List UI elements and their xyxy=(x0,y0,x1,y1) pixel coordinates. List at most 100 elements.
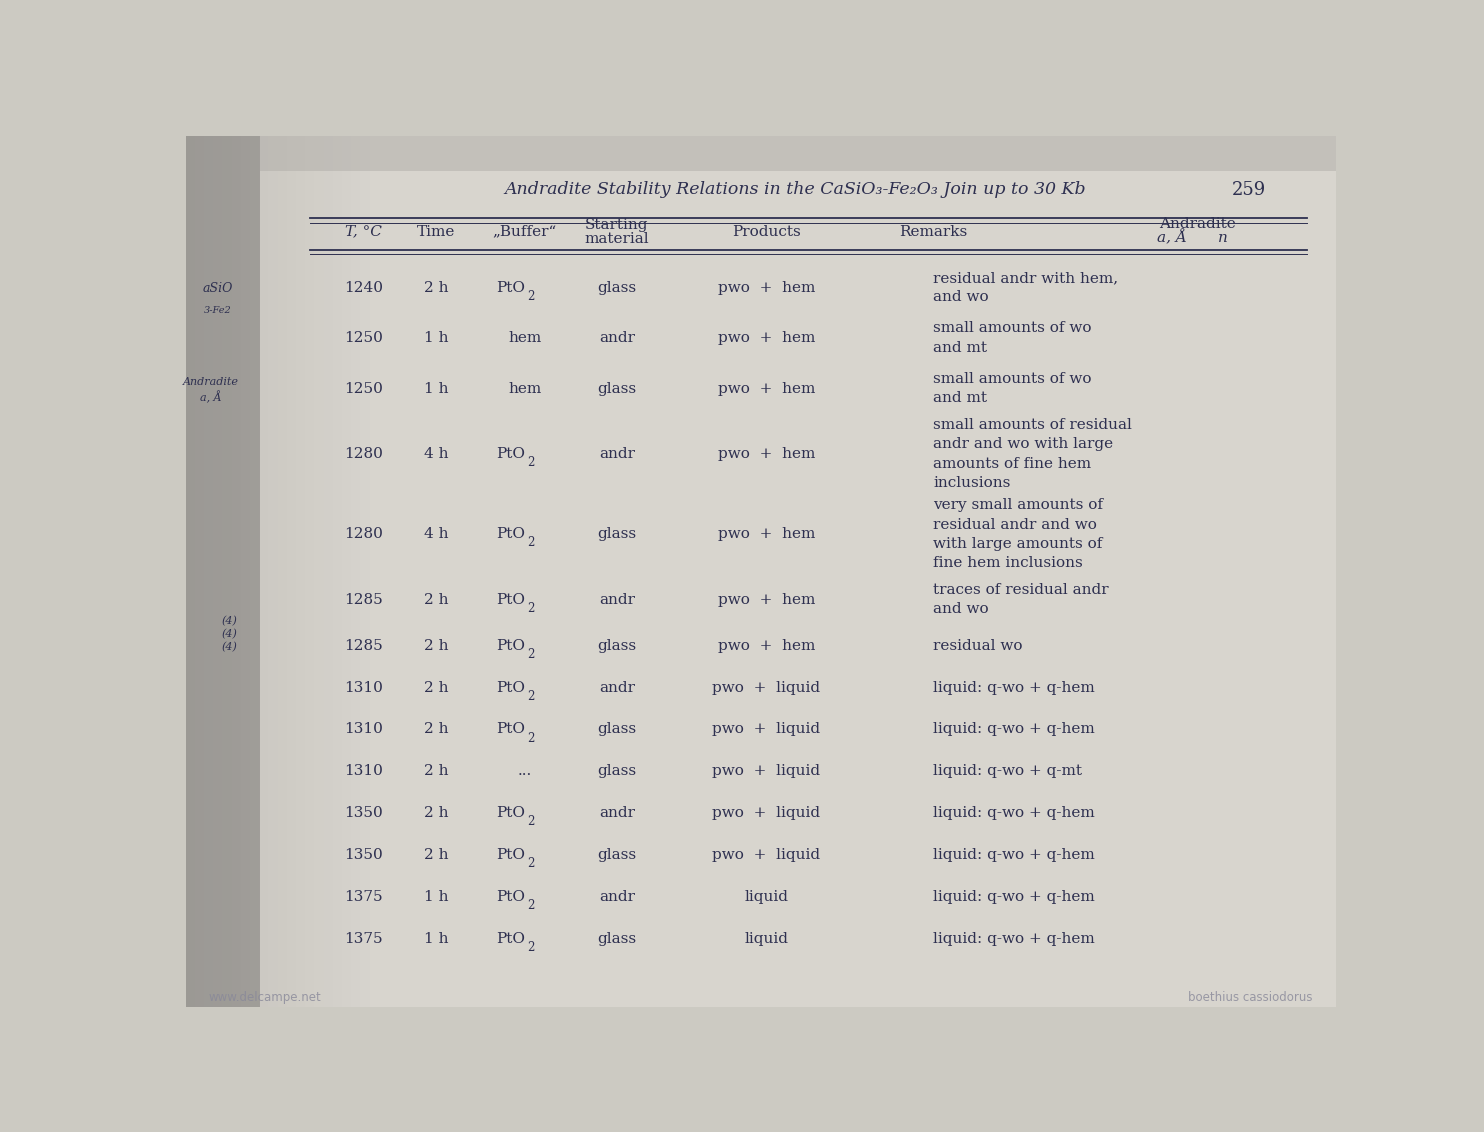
Text: 2: 2 xyxy=(527,941,534,954)
Text: „Buffer“: „Buffer“ xyxy=(493,225,556,239)
Text: aSiO: aSiO xyxy=(202,282,233,294)
Text: Products: Products xyxy=(732,225,801,239)
Bar xyxy=(324,136,332,1007)
Text: 3-Fe2: 3-Fe2 xyxy=(203,306,232,315)
Text: 2 h: 2 h xyxy=(424,764,448,779)
Bar xyxy=(315,136,324,1007)
Text: 2 h: 2 h xyxy=(424,592,448,607)
Bar xyxy=(223,136,232,1007)
Text: PtO: PtO xyxy=(496,592,525,607)
Text: pwo  +  hem: pwo + hem xyxy=(718,281,815,294)
Text: glass: glass xyxy=(597,381,637,395)
Text: hem: hem xyxy=(508,381,542,395)
Text: 1250: 1250 xyxy=(344,331,383,345)
Text: 1310: 1310 xyxy=(344,764,383,779)
Text: glass: glass xyxy=(597,932,637,945)
Text: PtO: PtO xyxy=(496,932,525,945)
Text: (4): (4) xyxy=(221,616,237,626)
Text: ...: ... xyxy=(518,764,531,779)
Text: liquid: q-wo + q-mt: liquid: q-wo + q-mt xyxy=(933,764,1082,779)
Bar xyxy=(260,136,269,1007)
Text: liquid: liquid xyxy=(745,932,788,945)
Text: 1285: 1285 xyxy=(344,592,383,607)
Bar xyxy=(249,136,260,1007)
Text: small amounts of wo: small amounts of wo xyxy=(933,372,1092,386)
Text: liquid: q-wo + q-hem: liquid: q-wo + q-hem xyxy=(933,890,1095,903)
Text: 1 h: 1 h xyxy=(424,890,448,903)
Text: pwo  +  hem: pwo + hem xyxy=(718,528,815,541)
Text: 2 h: 2 h xyxy=(424,722,448,737)
Polygon shape xyxy=(186,136,260,1007)
Text: 2 h: 2 h xyxy=(424,638,448,653)
Text: material: material xyxy=(585,232,649,246)
Text: very small amounts of: very small amounts of xyxy=(933,498,1103,513)
Text: pwo  +  hem: pwo + hem xyxy=(718,331,815,345)
Text: pwo  +  liquid: pwo + liquid xyxy=(712,722,821,737)
Text: glass: glass xyxy=(597,281,637,294)
Text: Andradite: Andradite xyxy=(1159,217,1236,231)
Text: PtO: PtO xyxy=(496,638,525,653)
Text: pwo  +  hem: pwo + hem xyxy=(718,381,815,395)
Bar xyxy=(361,136,370,1007)
Text: glass: glass xyxy=(597,528,637,541)
Text: andr: andr xyxy=(598,680,635,695)
Text: 2 h: 2 h xyxy=(424,680,448,695)
Text: PtO: PtO xyxy=(496,680,525,695)
Bar xyxy=(240,136,249,1007)
Text: 259: 259 xyxy=(1232,181,1266,199)
Bar xyxy=(306,136,315,1007)
Text: and wo: and wo xyxy=(933,290,988,305)
Text: Starting: Starting xyxy=(585,217,649,232)
Bar xyxy=(194,136,203,1007)
Text: 2: 2 xyxy=(527,290,534,302)
Text: pwo  +  liquid: pwo + liquid xyxy=(712,848,821,861)
Text: andr and wo with large: andr and wo with large xyxy=(933,437,1113,452)
Bar xyxy=(352,136,361,1007)
Text: boethius cassiodorus: boethius cassiodorus xyxy=(1189,990,1313,1004)
Text: and wo: and wo xyxy=(933,602,988,616)
Text: inclusions: inclusions xyxy=(933,475,1011,490)
Text: glass: glass xyxy=(597,848,637,861)
Text: and mt: and mt xyxy=(933,341,987,354)
Text: PtO: PtO xyxy=(496,848,525,861)
Text: 2: 2 xyxy=(527,602,534,615)
Text: Andradite: Andradite xyxy=(183,377,239,387)
Text: liquid: q-wo + q-hem: liquid: q-wo + q-hem xyxy=(933,806,1095,820)
Text: a, Å: a, Å xyxy=(200,391,221,404)
Text: 1285: 1285 xyxy=(344,638,383,653)
Bar xyxy=(286,136,295,1007)
Text: 1350: 1350 xyxy=(344,806,383,820)
Text: 1350: 1350 xyxy=(344,848,383,861)
Text: www.delcampe.net: www.delcampe.net xyxy=(208,990,321,1004)
Text: Time: Time xyxy=(417,225,456,239)
Text: 2: 2 xyxy=(527,731,534,745)
Text: n: n xyxy=(1218,231,1227,245)
Text: glass: glass xyxy=(597,722,637,737)
Text: PtO: PtO xyxy=(496,447,525,461)
Text: pwo  +  hem: pwo + hem xyxy=(718,592,815,607)
Text: andr: andr xyxy=(598,592,635,607)
Text: T, °C: T, °C xyxy=(346,225,383,239)
Text: andr: andr xyxy=(598,331,635,345)
Text: residual andr with hem,: residual andr with hem, xyxy=(933,271,1117,285)
Text: 2: 2 xyxy=(527,815,534,829)
Text: and mt: and mt xyxy=(933,392,987,405)
Text: 1375: 1375 xyxy=(344,932,383,945)
Text: 2 h: 2 h xyxy=(424,806,448,820)
Bar xyxy=(332,136,341,1007)
Text: 2 h: 2 h xyxy=(424,281,448,294)
Text: PtO: PtO xyxy=(496,890,525,903)
Text: glass: glass xyxy=(597,638,637,653)
Text: residual wo: residual wo xyxy=(933,638,1022,653)
Text: liquid: q-wo + q-hem: liquid: q-wo + q-hem xyxy=(933,680,1095,695)
Bar xyxy=(260,136,1336,171)
Text: liquid: q-wo + q-hem: liquid: q-wo + q-hem xyxy=(933,722,1095,737)
Bar xyxy=(203,136,214,1007)
Text: amounts of fine hem: amounts of fine hem xyxy=(933,456,1091,471)
Text: liquid: liquid xyxy=(745,890,788,903)
Text: small amounts of wo: small amounts of wo xyxy=(933,321,1092,335)
Text: (4): (4) xyxy=(221,642,237,653)
Text: (4): (4) xyxy=(221,629,237,640)
Bar xyxy=(269,136,278,1007)
Text: fine hem inclusions: fine hem inclusions xyxy=(933,556,1083,569)
